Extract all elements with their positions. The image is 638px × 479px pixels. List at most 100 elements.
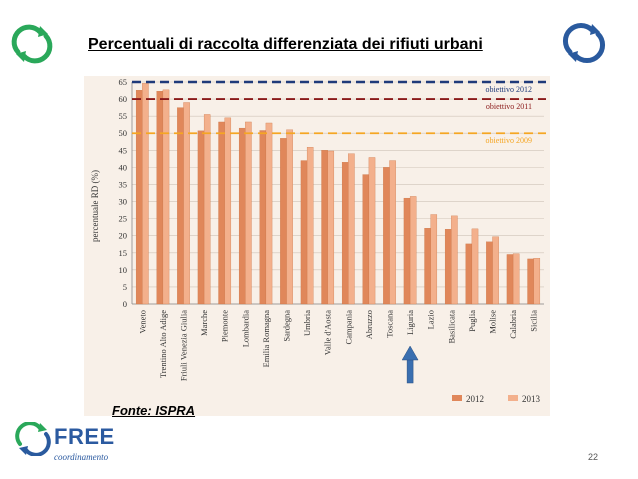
x-tick-label: Toscana <box>385 310 395 338</box>
bar-2013-0 <box>142 83 149 305</box>
bar-2012-15 <box>444 229 452 305</box>
bar-2012-1 <box>156 91 164 305</box>
x-tick-label: Abruzzo <box>364 310 374 339</box>
bar-2012-7 <box>280 138 287 305</box>
y-tick-label: 65 <box>119 77 128 87</box>
y-axis-ticks: 0 5 10 15 20 25 30 35 40 45 50 55 60 65 <box>119 77 128 309</box>
bar-2012-9 <box>321 150 328 305</box>
y-axis-label: percentuale RD (%) <box>90 170 100 242</box>
bar-2012-12 <box>383 167 390 305</box>
bar-2013-7 <box>286 129 293 305</box>
bar-2012-11 <box>362 174 370 305</box>
target-label-2: obiettivo 2009 <box>486 136 532 145</box>
chart-grid <box>131 81 544 305</box>
y-tick-label: 60 <box>119 94 128 104</box>
target-label-0: obiettivo 2012 <box>486 85 532 94</box>
y-tick-label: 40 <box>119 162 128 172</box>
recycle-arrow-icon-left <box>10 24 54 69</box>
x-tick-label: Piemonte <box>220 310 230 342</box>
y-tick-label: 20 <box>119 231 128 241</box>
bar-2012-5 <box>238 127 246 305</box>
x-tick-label: Calabria <box>508 310 518 339</box>
x-tick-label: Emilia Romagna <box>261 310 271 368</box>
page-number: 22 <box>588 452 599 462</box>
x-tick-label: Sicilia <box>529 310 539 332</box>
bar-2012-4 <box>218 121 225 305</box>
chart-legend: 2012 2013 <box>452 394 541 404</box>
free-logo-text: FREE <box>54 424 115 449</box>
bar-2013-17 <box>492 236 499 305</box>
bar-2013-4 <box>224 117 232 305</box>
x-tick-label: Lombardia <box>240 310 250 348</box>
bar-2012-13 <box>403 197 411 305</box>
bar-2013-16 <box>471 228 479 305</box>
chart-area: 0 5 10 15 20 25 30 35 40 45 50 55 60 65 obiettivo 201… <box>84 76 550 416</box>
arrow-head <box>401 345 419 361</box>
x-tick-label: Trentino Alto Adige <box>158 310 168 378</box>
bar-chart: 0 5 10 15 20 25 30 35 40 45 50 55 60 65 obiettivo 201… <box>90 77 546 404</box>
bar-2012-10 <box>341 162 349 305</box>
x-tick-label: Sardegna <box>282 310 292 342</box>
y-tick-label: 0 <box>123 299 127 309</box>
slide-title: Percentuali di raccolta differenziata de… <box>88 36 483 53</box>
y-tick-label: 15 <box>119 248 128 258</box>
y-tick-label: 45 <box>119 145 128 155</box>
y-tick-label: 55 <box>119 111 128 121</box>
bar-2013-10 <box>348 153 355 305</box>
x-tick-label: Umbria <box>302 310 312 336</box>
bar-2013-6 <box>265 122 273 305</box>
legend-swatch-2013 <box>508 395 518 401</box>
y-tick-label: 30 <box>119 197 128 207</box>
bar-2012-16 <box>465 243 473 305</box>
x-tick-label: Valle d'Aosta <box>323 310 333 355</box>
x-tick-label: Molise <box>488 310 498 334</box>
y-tick-label: 5 <box>123 282 127 292</box>
free-logo-icon <box>14 421 52 461</box>
y-tick-label: 10 <box>119 265 128 275</box>
x-tick-label: Veneto <box>137 310 147 334</box>
x-tick-label: Campania <box>343 310 353 345</box>
bar-2012-19 <box>527 258 534 305</box>
legend-label-2013: 2013 <box>522 394 541 404</box>
bar-2012-17 <box>486 241 493 305</box>
x-tick-label: Puglia <box>467 310 477 332</box>
highlight-arrow-icon <box>401 345 419 384</box>
bar-2013-11 <box>368 157 376 305</box>
bar-2013-8 <box>306 147 314 305</box>
bar-2012-2 <box>177 107 184 305</box>
x-tick-label: Liguria <box>405 310 415 335</box>
target-label-1: obiettivo 2011 <box>486 102 532 111</box>
recycle-arrow-icon-right <box>560 22 606 69</box>
x-tick-label: Friuli Venezia Giulia <box>179 310 189 381</box>
legend-label-2012: 2012 <box>466 394 484 404</box>
bar-2013-18 <box>512 253 520 305</box>
bar-2012-18 <box>506 254 514 305</box>
x-tick-label: Basilicata <box>446 310 456 344</box>
x-axis-labels: Veneto Trentino Alto Adige Friuli Venezia … <box>137 310 538 381</box>
target-lines: obiettivo 2012 obiettivo 2011 obiettivo 20… <box>132 80 546 145</box>
bar-2013-14 <box>430 214 438 305</box>
bar-2013-19 <box>533 258 541 305</box>
bar-2012-8 <box>300 160 308 305</box>
x-tick-label: Lazio <box>426 310 436 329</box>
bar-2013-12 <box>389 160 396 305</box>
bar-2012-0 <box>135 90 143 305</box>
bar-2012-6 <box>259 130 267 305</box>
chart-bars <box>135 83 541 305</box>
y-tick-label: 50 <box>119 128 128 138</box>
free-logo-subtitle: coordinamento <box>54 452 109 462</box>
arrow-shaft <box>406 358 414 384</box>
bar-2012-14 <box>424 228 431 305</box>
bar-2013-1 <box>162 89 170 305</box>
bar-2012-3 <box>197 130 205 305</box>
bar-2013-2 <box>183 102 190 305</box>
legend-swatch-2012 <box>452 395 462 401</box>
bar-2013-15 <box>451 215 458 305</box>
bar-2013-9 <box>327 150 335 305</box>
source-label: Fonte: ISPRA <box>112 403 196 418</box>
bar-2013-5 <box>245 121 252 305</box>
y-tick-label: 35 <box>119 179 128 189</box>
bar-2013-3 <box>203 114 211 305</box>
y-tick-label: 25 <box>119 214 128 224</box>
bar-2013-13 <box>409 196 417 305</box>
